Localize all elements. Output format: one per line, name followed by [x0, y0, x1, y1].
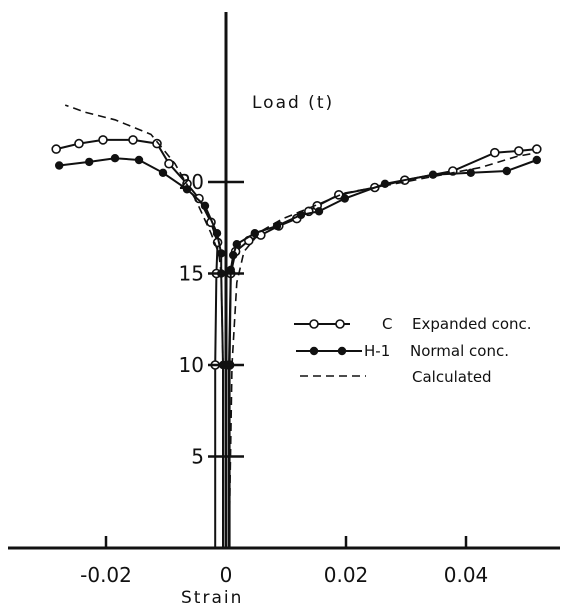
- series-0-point-0-12: [51, 144, 62, 154]
- series-0-point-0-8: [152, 138, 162, 149]
- x-tick-label-2: 0.02: [324, 563, 369, 587]
- series-1-point-1-2: [226, 265, 235, 274]
- x-tick-label-3: 0.04: [444, 563, 489, 587]
- legend-marker-c-1: [309, 319, 319, 329]
- legend-entry-h1: H-1 Normal conc.: [296, 342, 509, 360]
- series-1-point-1-11: [428, 170, 438, 179]
- series-1-line-0: [59, 157, 224, 548]
- series-0-line-0: [55, 138, 219, 548]
- series-1-point-1-10: [380, 179, 390, 188]
- series-1-point-0-5: [200, 201, 210, 210]
- series-2-line-0: [64, 104, 224, 548]
- series-1-point-0-9: [110, 154, 120, 163]
- series-1-point-1-12: [466, 168, 475, 177]
- legend-code-c: C: [382, 315, 392, 333]
- series-0-point-1-16: [531, 144, 542, 154]
- series-2-line-1: [228, 151, 537, 549]
- axis-layer: -0.02 0 0.02 0.04 5 10 15 20: [8, 12, 560, 587]
- y-tick-label-1: 10: [179, 353, 204, 377]
- series-1-point-1-3: [229, 251, 238, 260]
- series-1-point-0-3: [217, 249, 226, 258]
- series-1-point-0-4: [212, 229, 222, 238]
- series-0-point-1-14: [489, 147, 500, 158]
- series-1-point-0-8: [134, 155, 144, 165]
- legend-text-h1: Normal conc.: [410, 342, 509, 360]
- y-tick-label-3: 20: [179, 170, 204, 194]
- series-layer: [51, 104, 542, 549]
- legend-marker-c-2: [335, 319, 345, 329]
- series-0-point-0-7: [164, 158, 174, 169]
- series-1-point-1-14: [532, 155, 541, 165]
- legend-marker-h1-2: [337, 346, 347, 356]
- legend-code-h1: H-1: [364, 342, 390, 360]
- series-1-point-1-4: [232, 240, 241, 249]
- legend-text-calculated: Calculated: [412, 368, 492, 386]
- y-tick-label-2: 15: [179, 262, 204, 286]
- x-axis-title: Strain: [181, 588, 243, 608]
- series-0-point-0-10: [98, 135, 108, 145]
- legend-entry-calculated: Calculated: [300, 368, 492, 386]
- series-0-point-1-15: [513, 146, 524, 156]
- series-1-point-0-10: [85, 157, 94, 167]
- x-tick-label-0: -0.02: [80, 563, 132, 587]
- y-tick-label-0: 5: [191, 445, 204, 469]
- series-1-point-1-9: [340, 194, 349, 203]
- legend-marker-h1-1: [309, 346, 319, 356]
- x-tick-label-1: 0: [220, 563, 233, 587]
- legend: C Expanded conc. H-1 Normal conc. Calcul…: [294, 315, 532, 386]
- legend-text-c: Expanded conc.: [412, 315, 532, 333]
- series-1-point-1-13: [502, 166, 511, 176]
- legend-entry-c: C Expanded conc.: [294, 315, 532, 333]
- series-1-point-0-7: [158, 168, 168, 177]
- series-1-point-0-11: [55, 161, 64, 170]
- series-0-point-0-9: [128, 135, 138, 145]
- series-1-point-1-8: [314, 207, 324, 216]
- series-0-point-0-11: [74, 138, 84, 149]
- y-axis-title: Load (t): [252, 93, 334, 113]
